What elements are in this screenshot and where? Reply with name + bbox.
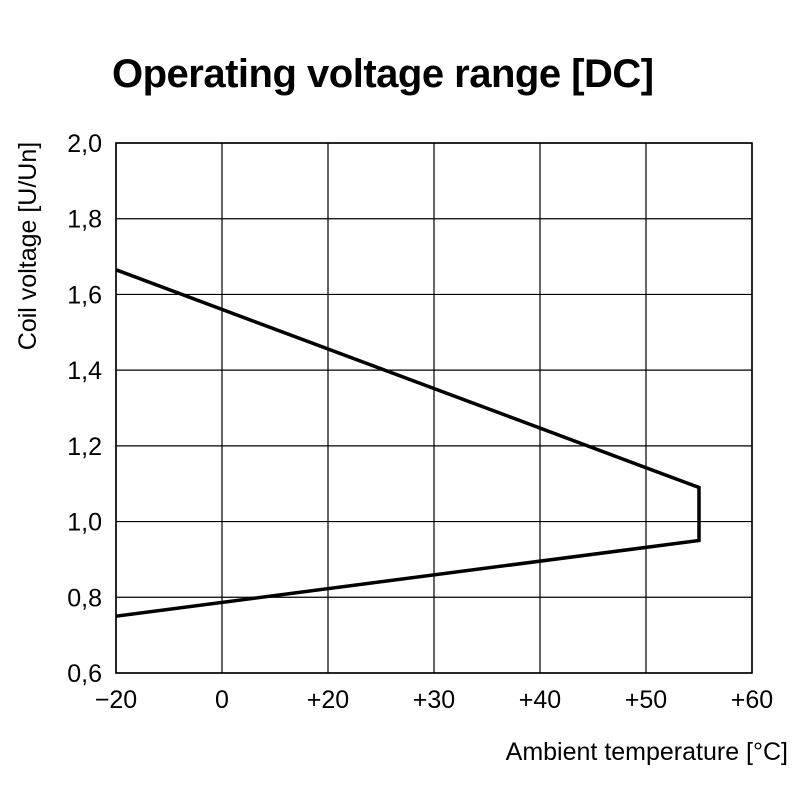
y-tick-label: 1,4 [67, 357, 102, 385]
plot-frame [115, 142, 753, 674]
x-tick-label: +40 [519, 686, 561, 714]
x-axis-ticks: −20 0 +20 +30 +40 +50 +60 [95, 686, 773, 714]
chart-title: Operating voltage range [DC] [112, 52, 654, 96]
x-tick-label: +50 [625, 686, 667, 714]
plot-border [115, 142, 753, 674]
y-tick-label: 1,6 [67, 281, 102, 309]
x-tick-label: −20 [95, 686, 137, 714]
y-axis-ticks: 0,6 0,8 1,0 1,2 1,4 1,6 1,8 2,0 [67, 130, 102, 688]
y-tick-label: 2,0 [67, 130, 102, 158]
y-tick-label: 0,8 [67, 584, 102, 612]
y-axis-label: Coil voltage [U/Un] [14, 142, 42, 350]
x-tick-label: +20 [307, 686, 349, 714]
x-axis-label: Ambient temperature [°C] [506, 738, 788, 766]
operating-range-line [115, 268, 701, 618]
series-group [115, 268, 701, 618]
x-tick-label: +60 [731, 686, 773, 714]
grid [115, 142, 753, 674]
y-tick-label: 0,6 [67, 660, 102, 688]
x-tick-label: 0 [215, 686, 229, 714]
y-tick-label: 1,0 [67, 509, 102, 537]
y-tick-label: 1,8 [67, 206, 102, 234]
y-tick-label: 1,2 [67, 433, 102, 461]
x-tick-label: +30 [413, 686, 455, 714]
